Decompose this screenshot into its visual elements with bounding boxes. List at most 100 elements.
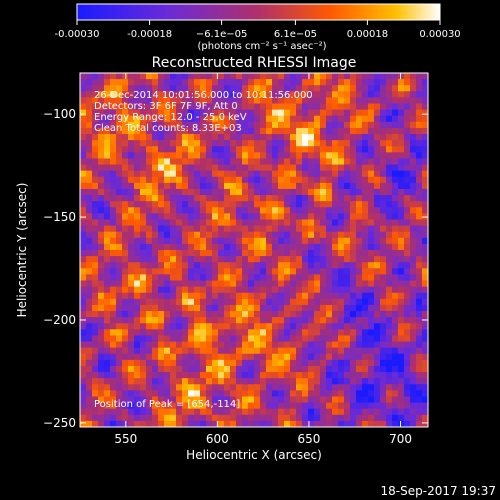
heatmap-cell [398, 152, 405, 159]
heatmap-cell [134, 304, 141, 312]
heatmap-cell [362, 347, 369, 355]
heatmap-cell [332, 243, 339, 251]
heatmap-cell [224, 304, 231, 312]
heatmap-cell [212, 109, 219, 117]
heatmap-cell [92, 292, 99, 300]
heatmap-cell [182, 311, 189, 318]
heatmap-cell [200, 170, 207, 178]
heatmap-cell [152, 402, 159, 410]
heatmap-cell [302, 164, 309, 172]
heatmap-cell [254, 262, 261, 269]
heatmap-cell [260, 311, 267, 318]
heatmap-cell [302, 201, 309, 208]
heatmap-cell [92, 158, 99, 165]
heatmap-cell [254, 286, 261, 294]
heatmap-cell [98, 317, 105, 324]
heatmap-cell [320, 292, 327, 300]
heatmap-cell [230, 268, 237, 275]
heatmap-cell [266, 237, 273, 245]
heatmap-cell [254, 207, 261, 214]
heatmap-cell [254, 134, 261, 141]
heatmap-cell [266, 176, 273, 184]
heatmap-cell [104, 158, 111, 165]
heatmap-cell [140, 73, 147, 80]
heatmap-cell [86, 103, 93, 111]
heatmap-cell [128, 231, 135, 239]
heatmap-cell [386, 109, 393, 117]
heatmap-cell [116, 378, 123, 385]
heatmap-cell [248, 274, 255, 281]
heatmap-cell [278, 231, 285, 239]
heatmap-cell [80, 365, 87, 373]
heatmap-cell [194, 91, 201, 98]
heatmap-cell [230, 85, 237, 92]
heatmap-cell [416, 408, 423, 416]
heatmap-cell [374, 396, 381, 403]
heatmap-cell [206, 286, 213, 294]
heatmap-cell [128, 396, 135, 403]
heatmap-cell [398, 109, 405, 117]
heatmap-cell [110, 274, 117, 281]
heatmap-cell [284, 91, 291, 98]
heatmap-cell [350, 372, 357, 379]
x-tick-label: 550 [114, 432, 137, 446]
heatmap-cell [266, 188, 273, 196]
heatmap-cell [320, 170, 327, 178]
heatmap-cell [362, 292, 369, 300]
heatmap-cell [140, 402, 147, 410]
heatmap-cell [356, 341, 363, 349]
heatmap-cell [386, 329, 393, 336]
heatmap-cell [404, 311, 411, 318]
heatmap-cell [158, 292, 165, 300]
heatmap-cell [380, 304, 387, 312]
heatmap-cell [314, 140, 321, 147]
heatmap-cell [110, 250, 117, 257]
heatmap-cell [152, 414, 159, 422]
heatmap-cell [392, 329, 399, 336]
heatmap-cell [212, 402, 219, 410]
heatmap-cell [176, 213, 183, 220]
heatmap-cell [314, 286, 321, 294]
heatmap-cell [242, 182, 249, 190]
heatmap-cell [230, 225, 237, 233]
heatmap-cell [104, 115, 111, 123]
heatmap-cell [218, 201, 225, 208]
heatmap-cell [98, 219, 105, 226]
heatmap-cell [266, 372, 273, 379]
heatmap-cell [410, 384, 417, 391]
heatmap-cell [332, 274, 339, 281]
heatmap-cell [236, 85, 243, 92]
heatmap-cell [422, 109, 428, 117]
heatmap-cell [320, 195, 327, 202]
heatmap-cell [128, 378, 135, 385]
heatmap-cell [242, 298, 249, 306]
heatmap-cell [248, 85, 255, 92]
heatmap-cell [200, 231, 207, 239]
heatmap-cell [392, 359, 399, 367]
heatmap-cell [176, 85, 183, 92]
heatmap-cell [386, 219, 393, 226]
heatmap-cell [140, 304, 147, 312]
heatmap-cell [386, 341, 393, 349]
heatmap-cell [326, 109, 333, 117]
heatmap-cell [266, 378, 273, 385]
heatmap-cell [128, 219, 135, 226]
heatmap-cell [368, 372, 375, 379]
heatmap-cell [326, 152, 333, 159]
heatmap-cell [308, 188, 315, 196]
heatmap-cell [344, 225, 351, 233]
heatmap-cell [368, 317, 375, 324]
heatmap-cell [236, 341, 243, 349]
heatmap-cell [98, 414, 105, 422]
heatmap-cell [104, 353, 111, 361]
heatmap-cell [332, 103, 339, 111]
heatmap-cell [80, 91, 87, 98]
heatmap-cell [128, 390, 135, 397]
heatmap-cell [134, 311, 141, 318]
heatmap-cell [92, 237, 99, 245]
heatmap-cell [278, 414, 285, 422]
heatmap-cell [146, 140, 153, 147]
heatmap-cell [242, 134, 249, 141]
heatmap-cell [200, 79, 207, 86]
heatmap-cell [140, 359, 147, 367]
